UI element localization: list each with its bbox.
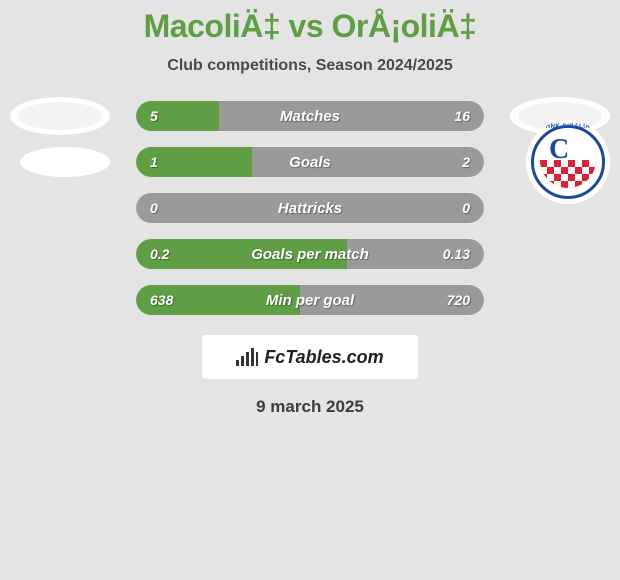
brand-text: FcTables.com bbox=[264, 347, 383, 368]
stat-bar-right bbox=[219, 101, 484, 131]
club-avatar-left bbox=[20, 147, 110, 177]
page-title: MacoliÄ‡ vs OrÅ¡oliÄ‡ bbox=[0, 8, 620, 45]
stat-value-left: 638 bbox=[150, 292, 173, 308]
stat-bar-left bbox=[136, 101, 219, 131]
stats-area: 5 16 Matches HNK CIBALIAC 1 2 Goals 0 0 Hattricks… bbox=[0, 101, 620, 315]
date-text: 9 march 2025 bbox=[0, 397, 620, 417]
comparison-widget: MacoliÄ‡ vs OrÅ¡oliÄ‡ Club competitions,… bbox=[0, 0, 620, 417]
stat-label: Goals per match bbox=[251, 246, 369, 263]
player-avatar-left bbox=[10, 97, 110, 135]
subtitle: Club competitions, Season 2024/2025 bbox=[0, 57, 620, 75]
stat-label: Matches bbox=[280, 108, 340, 125]
stat-row: 5 16 Matches bbox=[0, 101, 620, 131]
stat-label: Goals bbox=[289, 154, 331, 171]
stat-value-left: 0 bbox=[150, 200, 158, 216]
stat-row: 0.2 0.13 Goals per match bbox=[0, 239, 620, 269]
chart-icon bbox=[236, 348, 258, 366]
stat-value-right: 720 bbox=[447, 292, 470, 308]
stat-bar: 1 2 Goals bbox=[136, 147, 484, 177]
stat-row: HNK CIBALIAC12Goals bbox=[0, 147, 620, 177]
stat-label: Min per goal bbox=[266, 292, 354, 309]
stat-bar: 638 720 Min per goal bbox=[136, 285, 484, 315]
stat-bar: 0.2 0.13 Goals per match bbox=[136, 239, 484, 269]
stat-bar-right bbox=[252, 147, 484, 177]
stat-bar: 0 0 Hattricks bbox=[136, 193, 484, 223]
brand-link[interactable]: FcTables.com bbox=[202, 335, 418, 379]
stat-row: 0 0 Hattricks bbox=[0, 193, 620, 223]
stat-value-left: 1 bbox=[150, 154, 158, 170]
stat-value-right: 2 bbox=[462, 154, 470, 170]
stat-value-right: 0.13 bbox=[443, 246, 470, 262]
stat-bar: 5 16 Matches bbox=[136, 101, 484, 131]
stat-value-left: 5 bbox=[150, 108, 158, 124]
stat-value-right: 0 bbox=[462, 200, 470, 216]
stat-row: 638 720 Min per goal bbox=[0, 285, 620, 315]
stat-value-left: 0.2 bbox=[150, 246, 169, 262]
club-logo-right: HNK CIBALIAC bbox=[526, 120, 610, 204]
stat-label: Hattricks bbox=[278, 200, 342, 217]
stat-value-right: 16 bbox=[454, 108, 470, 124]
